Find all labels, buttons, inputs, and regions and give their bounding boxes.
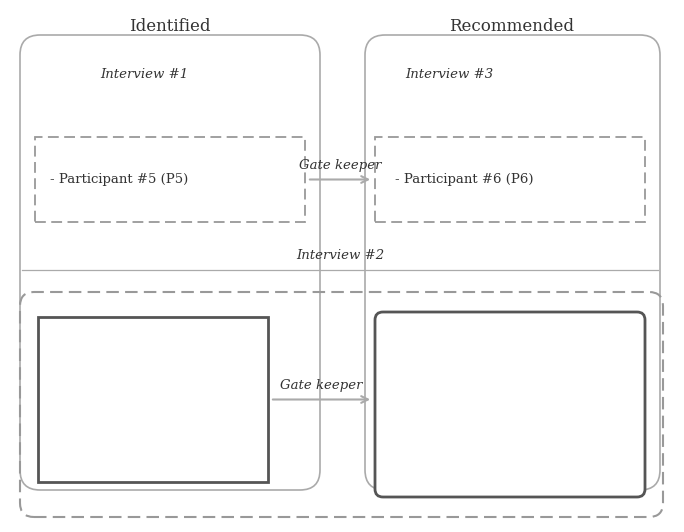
FancyBboxPatch shape	[375, 137, 645, 222]
Text: - Participant #1 (P1): - Participant #1 (P1)	[60, 393, 198, 406]
FancyBboxPatch shape	[365, 35, 660, 490]
Text: - Participant #6 (P6): - Participant #6 (P6)	[395, 173, 534, 186]
Text: - Participant #3 (P3): - Participant #3 (P3)	[395, 388, 534, 402]
Bar	[38, 317, 268, 482]
Text: Identified: Identified	[129, 18, 211, 35]
Text: - Participant #5 (P5): - Participant #5 (P5)	[50, 173, 188, 186]
Text: Recommended: Recommended	[449, 18, 575, 35]
FancyBboxPatch shape	[35, 137, 305, 222]
Text: Interview #1: Interview #1	[100, 68, 188, 81]
Text: Interview #2: Interview #2	[296, 249, 384, 262]
FancyBboxPatch shape	[20, 35, 320, 490]
Text: - Participant #4 (P4): - Participant #4 (P4)	[395, 427, 534, 439]
Text: Gate keeper: Gate keeper	[280, 378, 363, 392]
Text: Gate keeper: Gate keeper	[299, 159, 381, 171]
FancyBboxPatch shape	[375, 312, 645, 497]
Text: Interview #3: Interview #3	[405, 68, 493, 81]
Text: - Participant #2 (P2): - Participant #2 (P2)	[395, 351, 534, 363]
